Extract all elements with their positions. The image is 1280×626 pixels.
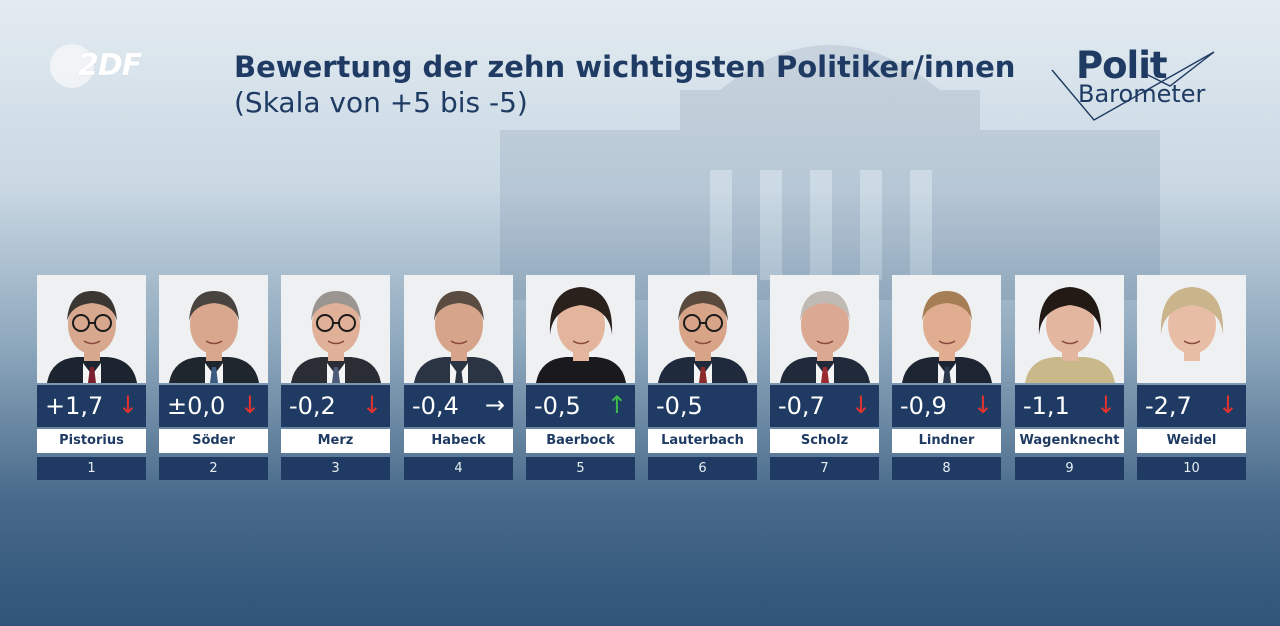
politician-name: Scholz bbox=[770, 429, 879, 453]
score-box: -1,1 ↓ bbox=[1015, 385, 1124, 427]
portrait-icon bbox=[648, 275, 757, 383]
politician-name: Baerbock bbox=[526, 429, 635, 453]
politician-card: -1,1 ↓ Wagenknecht 9 bbox=[1015, 275, 1124, 481]
rank-number: 3 bbox=[281, 457, 390, 480]
rank-number: 4 bbox=[404, 457, 513, 480]
politician-card: +1,7 ↓ Pistorius 1 bbox=[37, 275, 146, 481]
politician-ranking: +1,7 ↓ Pistorius 1 ±0,0 ↓ Söder 2 -0,2 ↓ Merz 3 -0,4… bbox=[37, 275, 1247, 481]
rank-number: 9 bbox=[1015, 457, 1124, 480]
score-box: -0,5 ↑ bbox=[526, 385, 635, 427]
zdf-logo-text: 2DF bbox=[78, 48, 142, 83]
zdf-logo: 2DF bbox=[50, 44, 142, 88]
page-subtitle: (Skala von +5 bis -5) bbox=[234, 86, 528, 119]
score-value: ±0,0 bbox=[167, 392, 226, 420]
score-value: -0,2 bbox=[289, 392, 336, 420]
rank-number: 2 bbox=[159, 457, 268, 480]
arrow-down-icon: ↓ bbox=[972, 391, 993, 419]
politbarometer-logo-line2: Barometer bbox=[1078, 80, 1206, 108]
arrow-down-icon: ↓ bbox=[117, 391, 138, 419]
arrow-down-icon: ↓ bbox=[239, 391, 260, 419]
reichstag-background bbox=[500, 45, 1160, 300]
politician-name: Lauterbach bbox=[648, 429, 757, 453]
politician-photo bbox=[37, 275, 146, 383]
politician-card: -0,7 ↓ Scholz 7 bbox=[770, 275, 879, 481]
politician-card: -0,2 ↓ Merz 3 bbox=[281, 275, 390, 481]
score-value: -2,7 bbox=[1145, 392, 1192, 420]
score-value: -0,5 bbox=[534, 392, 581, 420]
portrait-icon bbox=[37, 275, 146, 383]
portrait-icon bbox=[1137, 275, 1246, 383]
score-box: -0,2 ↓ bbox=[281, 385, 390, 427]
politician-card: -0,9 ↓ Lindner 8 bbox=[892, 275, 1001, 481]
politician-photo bbox=[281, 275, 390, 383]
checkmark-icon bbox=[1051, 51, 1215, 121]
politician-name: Pistorius bbox=[37, 429, 146, 453]
score-box: -0,5 bbox=[648, 385, 757, 427]
politician-card: -0,4 → Habeck 4 bbox=[404, 275, 513, 481]
politician-name: Weidel bbox=[1137, 429, 1246, 453]
politician-card: -2,7 ↓ Weidel 10 bbox=[1137, 275, 1246, 481]
portrait-icon bbox=[281, 275, 390, 383]
politician-name: Habeck bbox=[404, 429, 513, 453]
politician-card: ±0,0 ↓ Söder 2 bbox=[159, 275, 268, 481]
politician-name: Merz bbox=[281, 429, 390, 453]
portrait-icon bbox=[1015, 275, 1124, 383]
arrow-down-icon: ↓ bbox=[850, 391, 871, 419]
score-value: -1,1 bbox=[1023, 392, 1070, 420]
politbarometer-logo-line1: Polit bbox=[1076, 44, 1168, 87]
portrait-icon bbox=[892, 275, 1001, 383]
score-box: -0,9 ↓ bbox=[892, 385, 1001, 427]
rank-number: 10 bbox=[1137, 457, 1246, 480]
arrow-right-icon: → bbox=[484, 391, 505, 419]
politician-name: Lindner bbox=[892, 429, 1001, 453]
politician-photo bbox=[526, 275, 635, 383]
rank-number: 6 bbox=[648, 457, 757, 480]
score-value: -0,5 bbox=[656, 392, 703, 420]
zdf-logo-circle bbox=[50, 44, 94, 88]
politician-name: Wagenknecht bbox=[1015, 429, 1124, 453]
score-box: -0,7 ↓ bbox=[770, 385, 879, 427]
score-value: -0,7 bbox=[778, 392, 825, 420]
politician-photo bbox=[1015, 275, 1124, 383]
politician-card: -0,5 ↑ Baerbock 5 bbox=[526, 275, 635, 481]
score-box: -0,4 → bbox=[404, 385, 513, 427]
portrait-icon bbox=[770, 275, 879, 383]
politician-card: -0,5 Lauterbach 6 bbox=[648, 275, 757, 481]
politician-photo bbox=[1137, 275, 1246, 383]
politician-photo bbox=[159, 275, 268, 383]
page-title: Bewertung der zehn wichtigsten Politiker… bbox=[234, 50, 1016, 84]
arrow-down-icon: ↓ bbox=[361, 391, 382, 419]
rank-number: 1 bbox=[37, 457, 146, 480]
politician-name: Söder bbox=[159, 429, 268, 453]
score-box: ±0,0 ↓ bbox=[159, 385, 268, 427]
politician-photo bbox=[892, 275, 1001, 383]
score-box: -2,7 ↓ bbox=[1137, 385, 1246, 427]
score-value: +1,7 bbox=[45, 392, 104, 420]
rank-number: 8 bbox=[892, 457, 1001, 480]
portrait-icon bbox=[526, 275, 635, 383]
arrow-up-icon: ↑ bbox=[606, 391, 627, 419]
politbarometer-logo: Polit Barometer bbox=[1050, 44, 1220, 124]
arrow-down-icon: ↓ bbox=[1095, 391, 1116, 419]
arrow-down-icon: ↓ bbox=[1217, 391, 1238, 419]
score-value: -0,9 bbox=[900, 392, 947, 420]
score-box: +1,7 ↓ bbox=[37, 385, 146, 427]
rank-number: 7 bbox=[770, 457, 879, 480]
politician-photo bbox=[648, 275, 757, 383]
portrait-icon bbox=[404, 275, 513, 383]
portrait-icon bbox=[159, 275, 268, 383]
rank-number: 5 bbox=[526, 457, 635, 480]
politician-photo bbox=[404, 275, 513, 383]
politician-photo bbox=[770, 275, 879, 383]
score-value: -0,4 bbox=[412, 392, 459, 420]
